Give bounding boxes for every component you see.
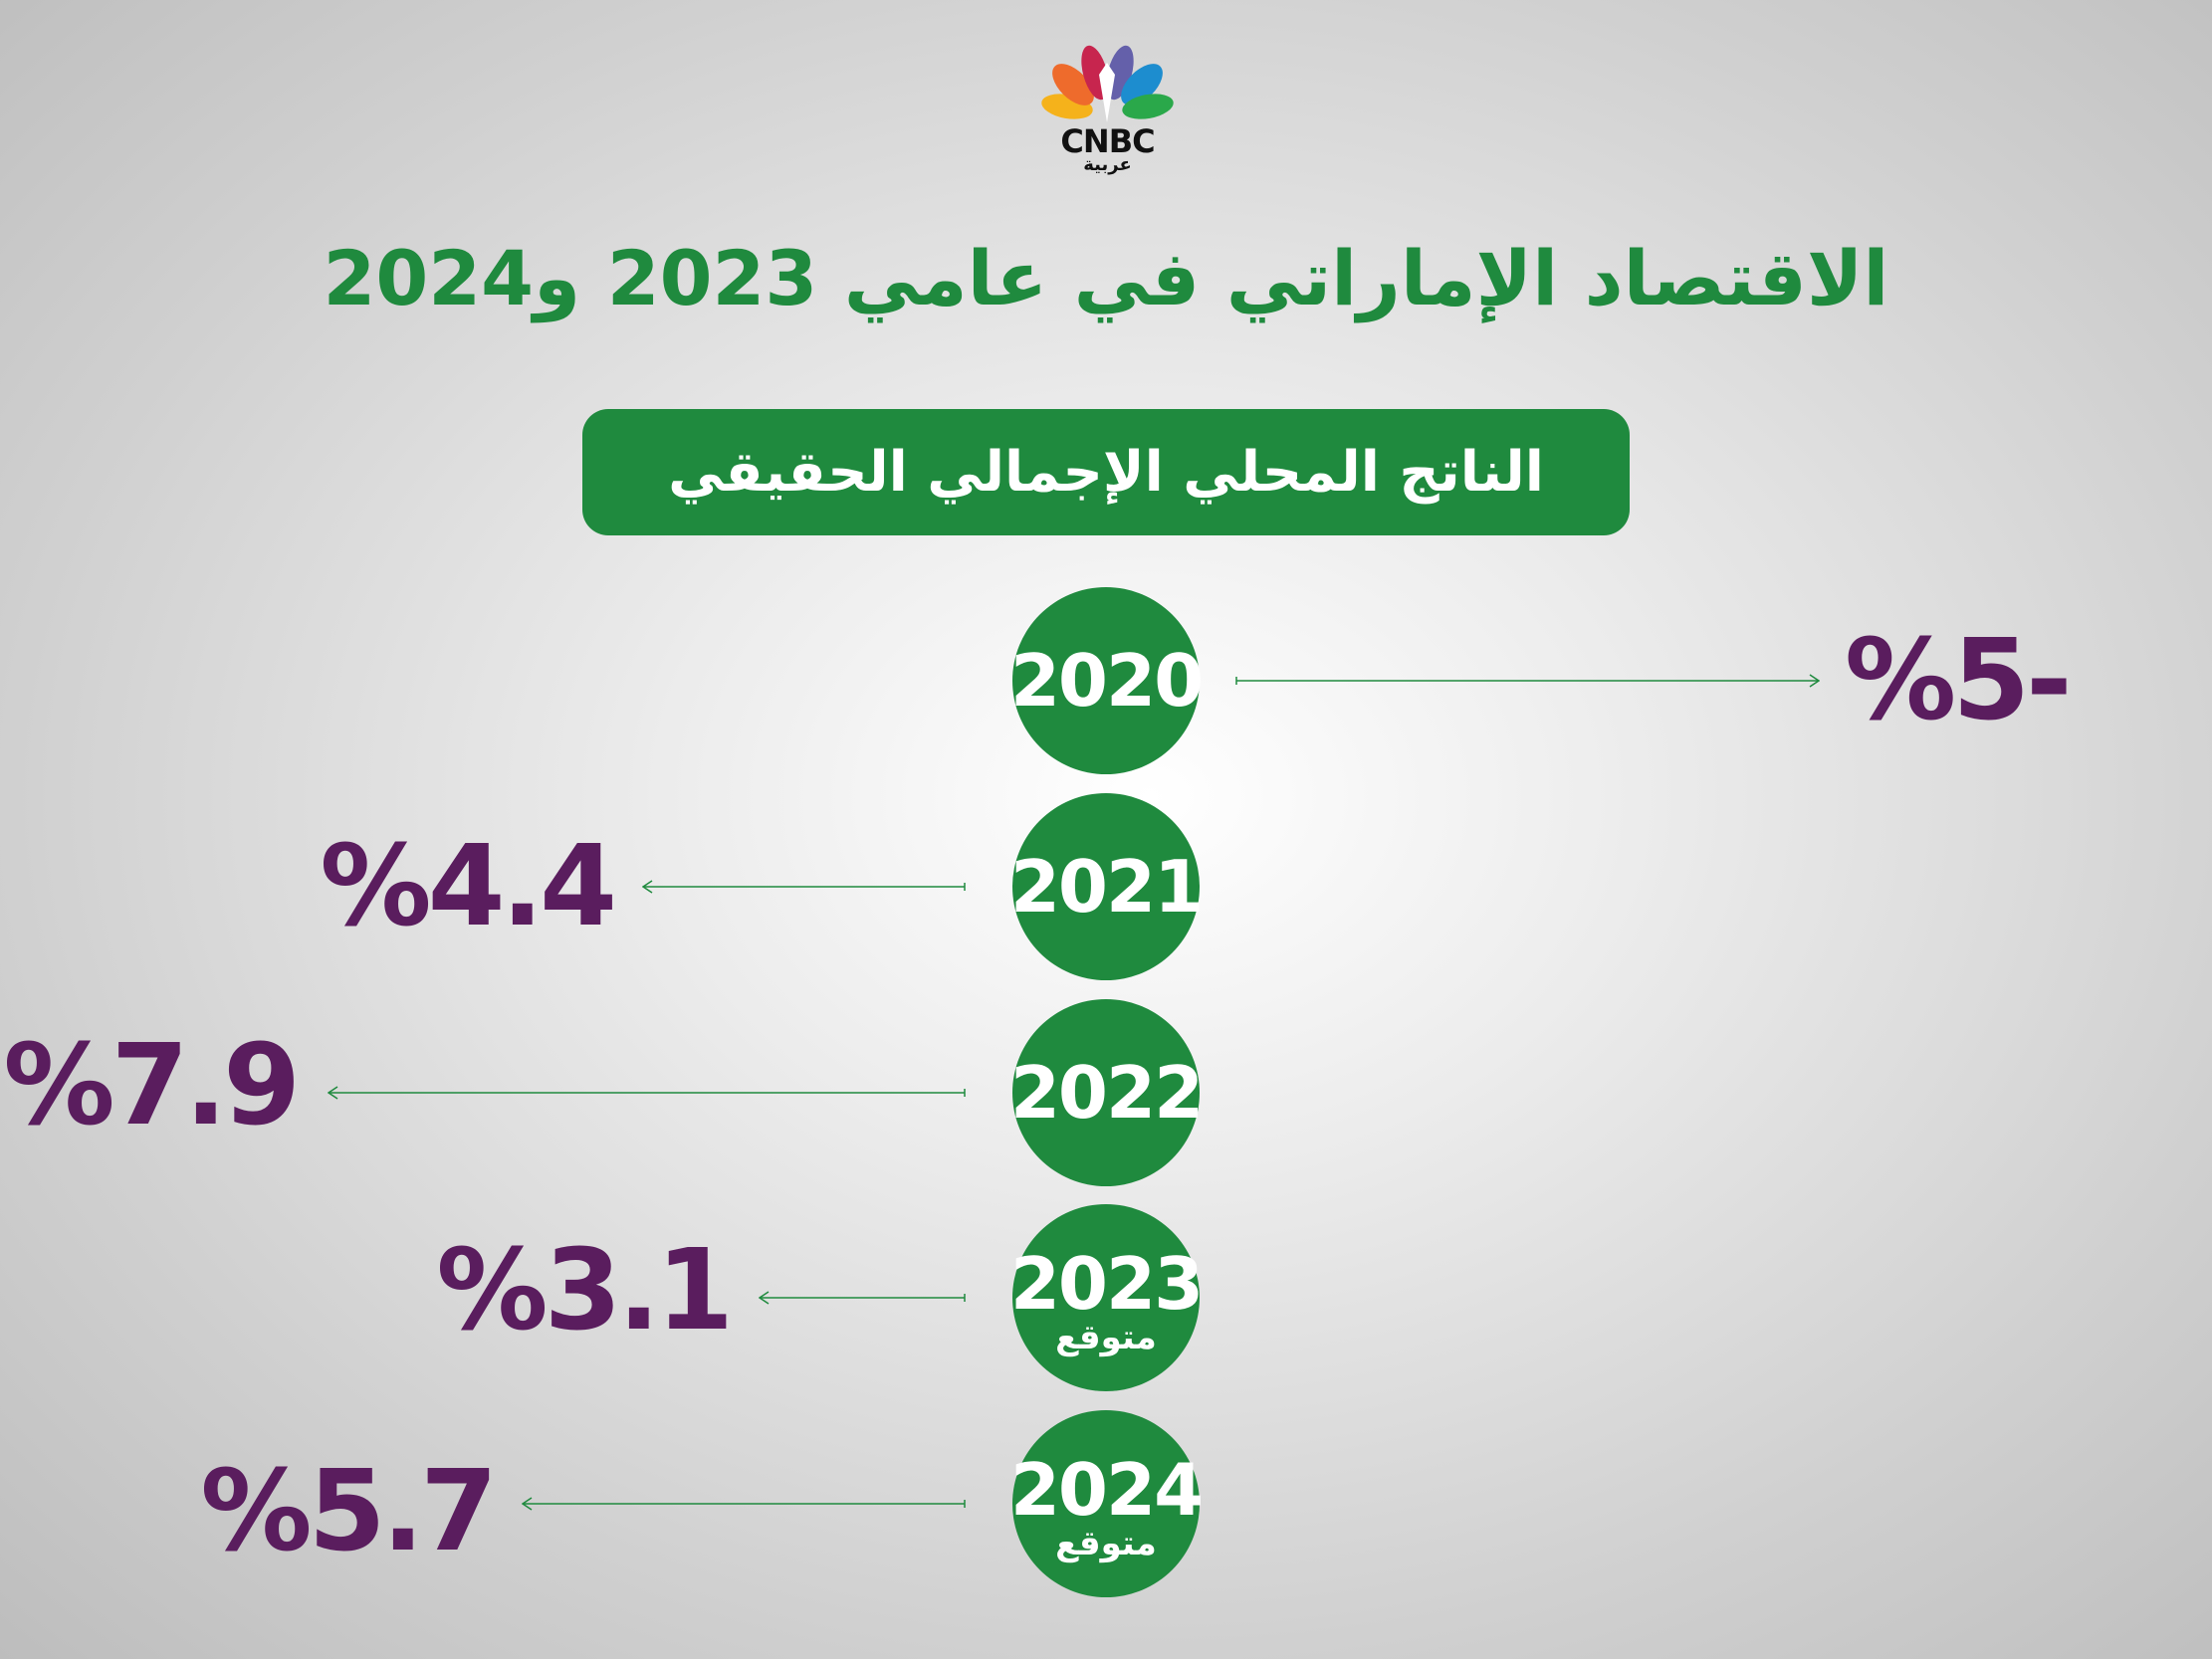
year-label: 2022: [1009, 1051, 1204, 1135]
arrow-icon: [328, 1086, 966, 1100]
cnbc-arabia-logo: CNBC عربية: [1035, 45, 1180, 175]
section-banner: الناتج المحلي الإجمالي الحقيقي: [582, 409, 1630, 535]
year-circle-2024: 2024 متوقع: [1009, 1410, 1204, 1597]
growth-value-2021: %4.4: [320, 822, 617, 951]
arrow-icon: [522, 1497, 966, 1511]
logo-brand: CNBC: [1060, 122, 1155, 160]
year-label: 2024: [1009, 1448, 1204, 1533]
year-circle-2021: 2021: [1009, 793, 1204, 980]
arrow-icon: [759, 1291, 966, 1305]
arrow-icon: [642, 880, 966, 894]
year-label: 2023: [1009, 1242, 1204, 1327]
growth-value-2023: %3.1: [436, 1226, 734, 1355]
peacock-icon: [1041, 45, 1174, 122]
year-label: 2020: [1009, 639, 1204, 723]
year-circle-2022: 2022: [1009, 999, 1204, 1186]
logo-subtitle: عربية: [1083, 154, 1132, 175]
forecast-label: متوقع: [1055, 1318, 1157, 1358]
growth-value-2024: %5.7: [200, 1447, 498, 1576]
growth-value-2020: %5-: [1845, 616, 2073, 745]
year-label: 2021: [1009, 845, 1204, 929]
growth-value-2022: %7.9: [3, 1021, 301, 1150]
year-circle-2020: 2020: [1009, 587, 1204, 774]
page-title: الاقتصاد الإماراتي في عامي 2023 و2024: [323, 234, 1889, 322]
year-circle-2023: 2023 متوقع: [1009, 1204, 1204, 1391]
arrow-icon: [1235, 674, 1820, 688]
forecast-label: متوقع: [1055, 1524, 1157, 1564]
